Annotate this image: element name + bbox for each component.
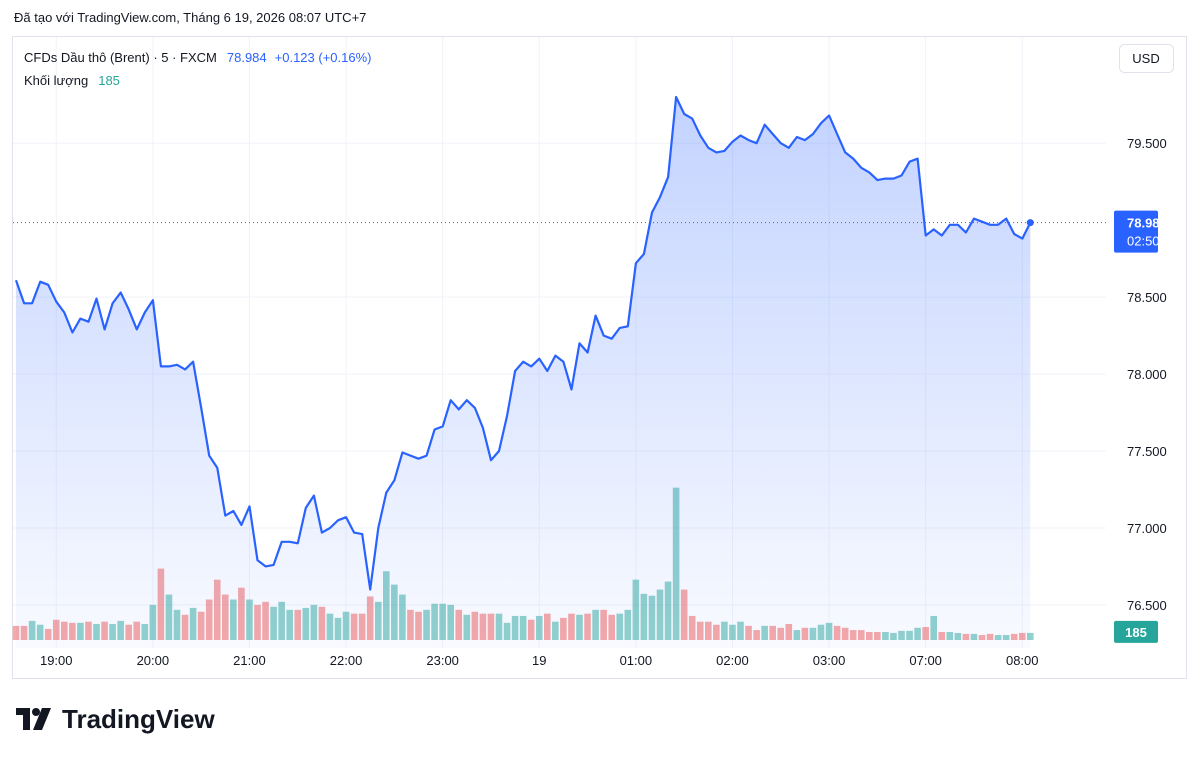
countdown: 02:50: [1127, 234, 1160, 249]
x-tick-label: 19: [532, 653, 546, 668]
chart-frame: [12, 36, 1187, 679]
x-tick-label: 20:00: [137, 653, 170, 668]
area-fill: [16, 97, 1031, 648]
y-tick-label: 78.000: [1127, 367, 1167, 382]
legend-change: +0.123 (+0.16%): [275, 50, 372, 65]
y-tick-label: 79.500: [1127, 136, 1167, 151]
price-tag: [1114, 210, 1158, 253]
logo: [16, 708, 51, 730]
brand: TradingView: [62, 704, 215, 734]
y-tick-label: 77.000: [1127, 521, 1167, 536]
price-tag-value: 78.984: [1127, 216, 1168, 231]
legend-volume: Khối lượng: [24, 73, 88, 88]
volume-tag: [1114, 620, 1158, 643]
y-tick-label: 76.500: [1127, 598, 1167, 613]
x-tick-label: 19:00: [40, 653, 73, 668]
y-tick-label: 77.500: [1127, 444, 1167, 459]
x-tick-label: 08:00: [1006, 653, 1039, 668]
legend-price: 78.984: [227, 50, 267, 65]
x-tick-label: 07:00: [909, 653, 942, 668]
currency-button[interactable]: [1119, 44, 1174, 73]
x-tick-label: 23:00: [426, 653, 459, 668]
last-point: [1026, 219, 1034, 227]
y-tick-label: 78.500: [1127, 290, 1167, 305]
x-tick-label: 03:00: [813, 653, 846, 668]
price-line: [14, 95, 1032, 591]
volume-tag-value: 185: [1125, 625, 1147, 640]
x-tick-label: 22:00: [330, 653, 363, 668]
legend-symbol: CFDs Dầu thô (Brent) · 5 · FXCM: [24, 50, 217, 65]
x-tick-label: 21:00: [233, 653, 266, 668]
currency[interactable]: USD: [1132, 51, 1159, 66]
created-note: Đã tạo với TradingView.com, Tháng 6 19, …: [14, 10, 366, 25]
legend-volume-value: 185: [98, 73, 120, 88]
x-tick-label: 02:00: [716, 653, 749, 668]
x-tick-label: 01:00: [620, 653, 653, 668]
